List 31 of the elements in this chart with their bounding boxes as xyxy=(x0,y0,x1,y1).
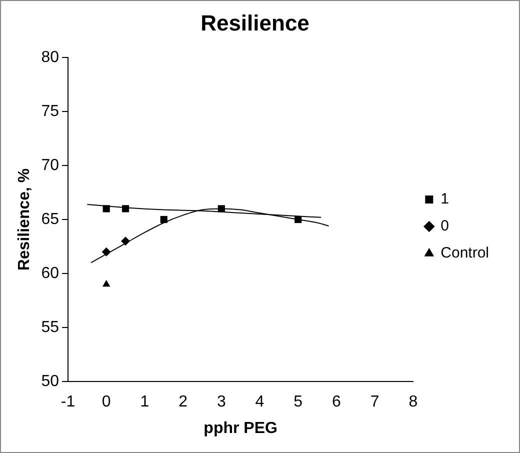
legend-label: Control xyxy=(440,244,490,262)
legend-label: 0 xyxy=(440,218,449,235)
x-tick-label: 5 xyxy=(294,394,303,411)
x-tick-label: 8 xyxy=(408,394,418,411)
point xyxy=(160,216,168,224)
y-tick-label: 80 xyxy=(41,48,60,66)
point xyxy=(102,280,110,287)
y-tick-label: 50 xyxy=(41,373,60,390)
point xyxy=(294,216,302,224)
y-tick-label: 75 xyxy=(41,102,60,120)
x-tick-label: 1 xyxy=(140,394,150,411)
x-tick-label: -1 xyxy=(60,394,76,411)
point xyxy=(102,247,111,256)
y-tick-label: 65 xyxy=(41,210,60,228)
chart-title: Resilience xyxy=(200,10,310,36)
x-tick-label: 0 xyxy=(102,394,111,411)
point xyxy=(102,205,110,212)
point xyxy=(218,205,225,212)
legend-label: 1 xyxy=(440,190,449,208)
x-tick-label: 6 xyxy=(332,394,341,411)
y-tick-label: 55 xyxy=(41,318,60,336)
point xyxy=(122,205,130,212)
point xyxy=(121,236,130,246)
x-axis-title: pphr PEG xyxy=(204,420,278,437)
x-tick-label: 2 xyxy=(178,394,188,411)
x-tick-label: 7 xyxy=(370,394,380,411)
x-tick-label: 3 xyxy=(216,394,226,411)
y-tick-label: 60 xyxy=(41,264,60,282)
y-axis-title: Resilience, % xyxy=(16,168,34,271)
y-tick-label: 70 xyxy=(41,156,60,174)
x-tick-label: 4 xyxy=(255,394,264,411)
